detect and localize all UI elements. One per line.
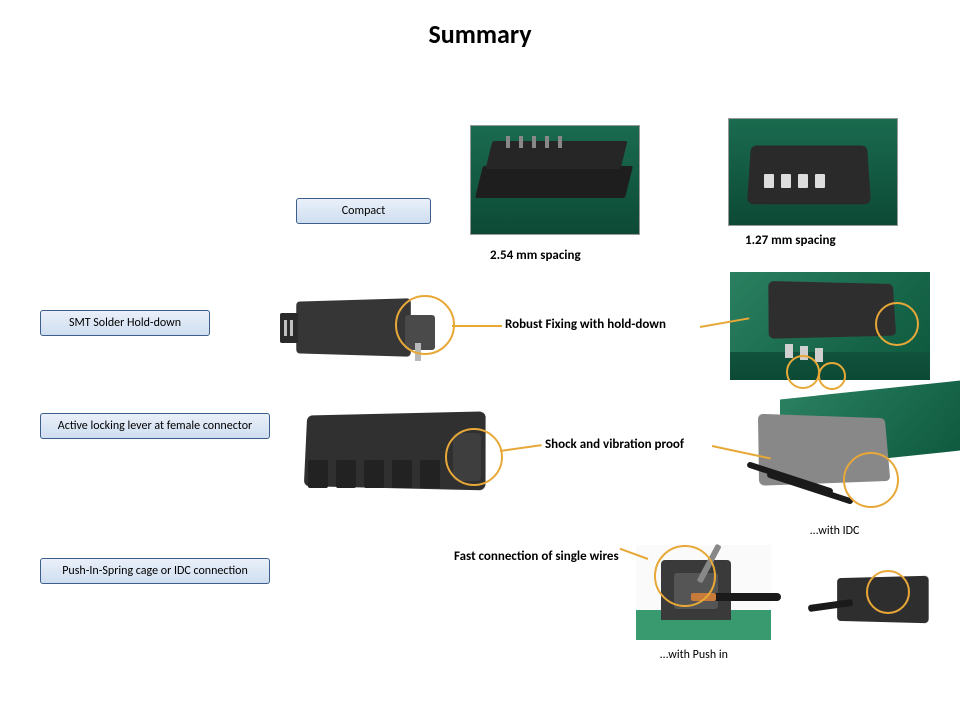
callout-circle-idc	[866, 570, 910, 614]
callout-circle-holddown-2	[786, 355, 820, 389]
callout-circle-locking	[445, 428, 503, 486]
caption-idc: …with IDC	[810, 524, 859, 538]
label-pushin: Push-In-Spring cage or IDC connection	[40, 558, 270, 584]
callout-circle-pushin	[654, 545, 716, 607]
callout-circle-shock	[843, 452, 899, 508]
page-title: Summary	[0, 18, 960, 50]
image-shock-pcb	[730, 390, 940, 518]
caption-pushin: …with Push in	[660, 648, 728, 662]
label-smt: SMT Solder Hold-down	[40, 310, 210, 336]
callout-line-locking	[500, 444, 542, 452]
image-254-spacing	[470, 125, 640, 235]
caption-shock: Shock and vibration proof	[545, 437, 684, 452]
callout-circle-holddown-1	[875, 302, 919, 346]
label-locking: Active locking lever at female connector	[40, 413, 270, 439]
caption-127: 1.27 mm spacing	[745, 233, 836, 248]
label-compact: Compact	[296, 198, 431, 224]
callout-line-smt	[452, 325, 502, 327]
caption-fast: Fast connection of single wires	[454, 549, 619, 564]
callout-circle-holddown-3	[818, 362, 846, 390]
caption-254: 2.54 mm spacing	[490, 248, 581, 263]
callout-circle-smt	[395, 295, 455, 355]
image-127-spacing	[728, 118, 898, 226]
caption-robust: Robust Fixing with hold-down	[505, 317, 666, 332]
